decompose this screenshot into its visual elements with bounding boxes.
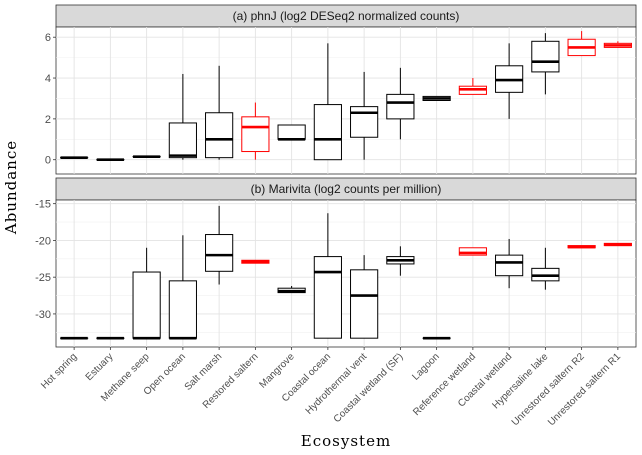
panel-b-y-ticks: -30 -25 -20 -15 xyxy=(35,199,56,321)
box-a-hypersaline-lake xyxy=(531,33,560,95)
box-iqr xyxy=(531,40,560,73)
box-b-open-ocean xyxy=(168,235,197,340)
box-iqr xyxy=(241,116,270,153)
box-iqr xyxy=(458,247,487,256)
panel-b-y-tick-label: -30 xyxy=(35,309,51,321)
box-b-hydrothermal-vent xyxy=(350,255,379,339)
panel-a-y-tick-label: 4 xyxy=(45,73,51,85)
panel-a-boxes xyxy=(60,31,632,162)
box-a-lagoon xyxy=(422,95,451,101)
box-a-hydrothermal-vent xyxy=(350,71,379,160)
panel-a-title: (a) phnJ (log2 DESeq2 normalized counts) xyxy=(233,9,460,23)
box-iqr xyxy=(205,112,234,159)
box-a-mangrove xyxy=(277,124,306,141)
y-axis-title: Abundance xyxy=(2,140,20,235)
panel-b-title: (b) Marivita (log2 counts per million) xyxy=(251,182,442,196)
box-b-coastal-wetland xyxy=(495,238,524,289)
box-b-unrestored-saltern-r1 xyxy=(603,242,632,247)
panel-a-y-ticks: 0 2 4 6 xyxy=(45,32,56,167)
box-b-mangrove xyxy=(277,285,306,294)
box-b-coastal-wetland-sf xyxy=(386,246,415,276)
box-b-hypersaline-lake xyxy=(531,247,560,290)
box-a-open-ocean xyxy=(168,73,197,160)
box-iqr xyxy=(495,254,524,277)
box-a-restored-saltern xyxy=(241,102,270,160)
box-iqr xyxy=(313,256,342,339)
box-b-restored-saltern xyxy=(241,259,270,264)
panel-a-y-tick-label: 6 xyxy=(45,32,51,44)
box-b-salt-marsh xyxy=(205,205,234,285)
box-iqr xyxy=(168,280,197,339)
box-b-methane-seep xyxy=(132,247,161,340)
panel-b-boxes xyxy=(60,205,632,340)
box-iqr xyxy=(350,106,379,138)
box-a-coastal-ocean xyxy=(313,43,342,161)
box-a-reference-wetland xyxy=(458,78,487,95)
panel-b-y-tick-label: -20 xyxy=(35,235,51,247)
x-axis-title: Ecosystem xyxy=(301,432,391,450)
box-b-coastal-ocean xyxy=(313,213,342,339)
box-iqr xyxy=(168,122,197,159)
box-a-coastal-wetland xyxy=(495,43,524,119)
box-b-unrestored-saltern-r2 xyxy=(567,245,596,249)
panel-b-y-tick-label: -15 xyxy=(35,199,51,211)
box-iqr xyxy=(132,271,161,339)
box-a-unrestored-saltern-r1 xyxy=(603,41,632,48)
box-a-salt-marsh xyxy=(205,65,234,160)
box-iqr xyxy=(386,93,415,120)
panel-a-y-tick-label: 0 xyxy=(45,155,51,167)
box-iqr xyxy=(205,234,234,272)
panel-b: (b) Marivita (log2 counts per million) -… xyxy=(35,177,637,348)
box-iqr xyxy=(277,124,306,140)
box-iqr xyxy=(313,104,342,161)
panel-a: (a) phnJ (log2 DESeq2 normalized counts)… xyxy=(45,4,637,175)
panel-b-y-tick-label: -25 xyxy=(35,272,51,284)
box-a-unrestored-saltern-r2 xyxy=(567,31,596,57)
box-iqr xyxy=(350,269,379,339)
box-a-coastal-wetland-sf xyxy=(386,67,415,140)
box-b-reference-wetland xyxy=(458,247,487,256)
panel-a-y-tick-label: 2 xyxy=(45,114,51,126)
